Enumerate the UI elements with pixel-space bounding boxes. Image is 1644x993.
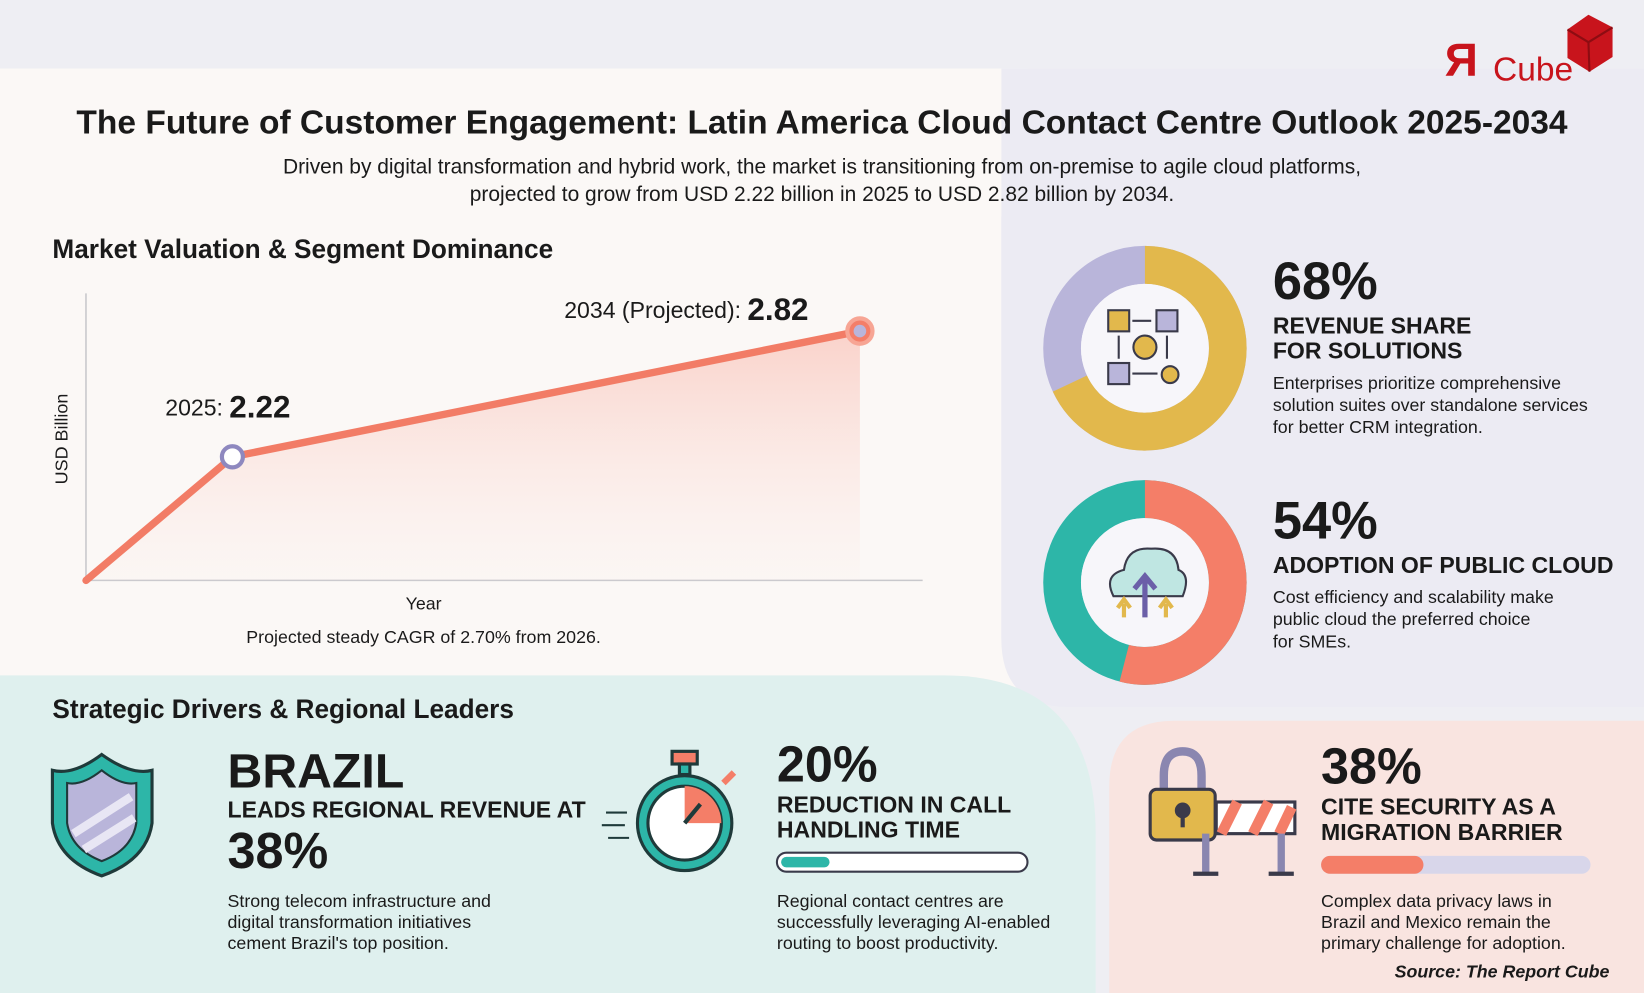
highlight-value: 68%	[1273, 252, 1378, 311]
progress-bar	[781, 856, 830, 868]
description: for better CRM integration.	[1273, 417, 1483, 437]
description: primary challenge for adoption.	[1321, 933, 1566, 953]
logo-cube	[1567, 14, 1613, 72]
subtitle: projected to grow from USD 2.22 billion …	[470, 183, 1174, 206]
line-chart: USD Billion Year Projected steady CAGR of …	[52, 291, 923, 647]
description: Cost efficiency and scalability make	[1273, 587, 1554, 607]
brazil-title: BRAZIL	[228, 744, 405, 798]
chart-note: Projected steady CAGR of 2.70% from 2026…	[246, 627, 601, 647]
cloud-icon	[1108, 547, 1188, 618]
x-axis-label: Year	[406, 593, 442, 613]
handling-value: 20%	[777, 735, 878, 792]
description: solution suites over standalone services	[1273, 395, 1588, 415]
point	[219, 444, 245, 470]
drivers-panel	[0, 675, 1096, 993]
line-lead-in	[82, 453, 237, 585]
logo-cube-edge	[1566, 26, 1614, 72]
security-heading: CITE SECURITY AS A	[1321, 793, 1556, 819]
description: for SMEs.	[1273, 631, 1351, 651]
header-panel	[0, 68, 1002, 217]
line	[228, 327, 864, 461]
brazil-value: 38%	[228, 822, 329, 879]
description: Brazil and Mexico remain the	[1321, 912, 1551, 932]
description: Strong telecom infrastructure and	[228, 891, 491, 911]
security-value: 38%	[1321, 738, 1422, 795]
highlight-heading: FOR SOLUTIONS	[1273, 338, 1463, 364]
point-label-text: 2025:	[165, 394, 223, 420]
shield-icon	[50, 752, 154, 878]
point-value: 2.22	[229, 389, 290, 425]
progress-track	[775, 851, 1029, 873]
point-label: 2034 (Projected): 2.82	[564, 291, 808, 327]
point-label-text: 2034 (Projected):	[564, 297, 741, 323]
solutions-icon	[1107, 309, 1180, 386]
lock-barrier-icon	[1148, 747, 1297, 876]
stopwatch-icon	[601, 749, 737, 873]
description: Complex data privacy laws in	[1321, 891, 1552, 911]
description: public cloud the preferred choice	[1273, 609, 1531, 629]
y-axis-label: USD Billion	[52, 394, 72, 485]
point-label: 2025: 2.22	[165, 389, 290, 425]
description: Regional contact centres are	[777, 891, 1004, 911]
handling-heading: REDUCTION IN CALL	[777, 791, 1011, 817]
section-heading: Strategic Drivers & Regional Leaders	[52, 694, 514, 724]
brazil-subtitle: LEADS REGIONAL REVENUE AT	[228, 797, 586, 823]
logo: Я Cube	[1445, 14, 1614, 89]
source: Source: The Report Cube	[1395, 962, 1610, 982]
highlight-heading: ADOPTION OF PUBLIC CLOUD	[1273, 552, 1614, 578]
subtitle: Driven by digital transformation and hyb…	[283, 155, 1361, 178]
description: routing to boost productivity.	[777, 933, 999, 953]
handling-heading: HANDLING TIME	[777, 817, 960, 843]
security-heading: MIGRATION BARRIER	[1321, 819, 1563, 845]
title: The Future of Customer Engagement: Latin…	[76, 104, 1567, 141]
area-fill	[85, 331, 860, 581]
logo-text: Cube	[1493, 52, 1573, 89]
donut-segment	[1043, 245, 1247, 451]
highlight-heading: REVENUE SHARE	[1273, 312, 1472, 338]
donut-segment	[1043, 480, 1247, 685]
highlight-value: 54%	[1273, 491, 1378, 550]
description: Enterprises prioritize comprehensive	[1273, 373, 1561, 393]
section-heading: Market Valuation & Segment Dominance	[52, 234, 553, 264]
description: cement Brazil's top position.	[228, 933, 449, 953]
point-center	[853, 324, 867, 338]
description: successfully leveraging AI-enabled	[777, 912, 1050, 932]
description: digital transformation initiatives	[228, 912, 472, 932]
progress-bar	[1321, 855, 1424, 874]
logo-mark: Я	[1445, 33, 1478, 85]
point-value: 2.82	[747, 291, 808, 327]
